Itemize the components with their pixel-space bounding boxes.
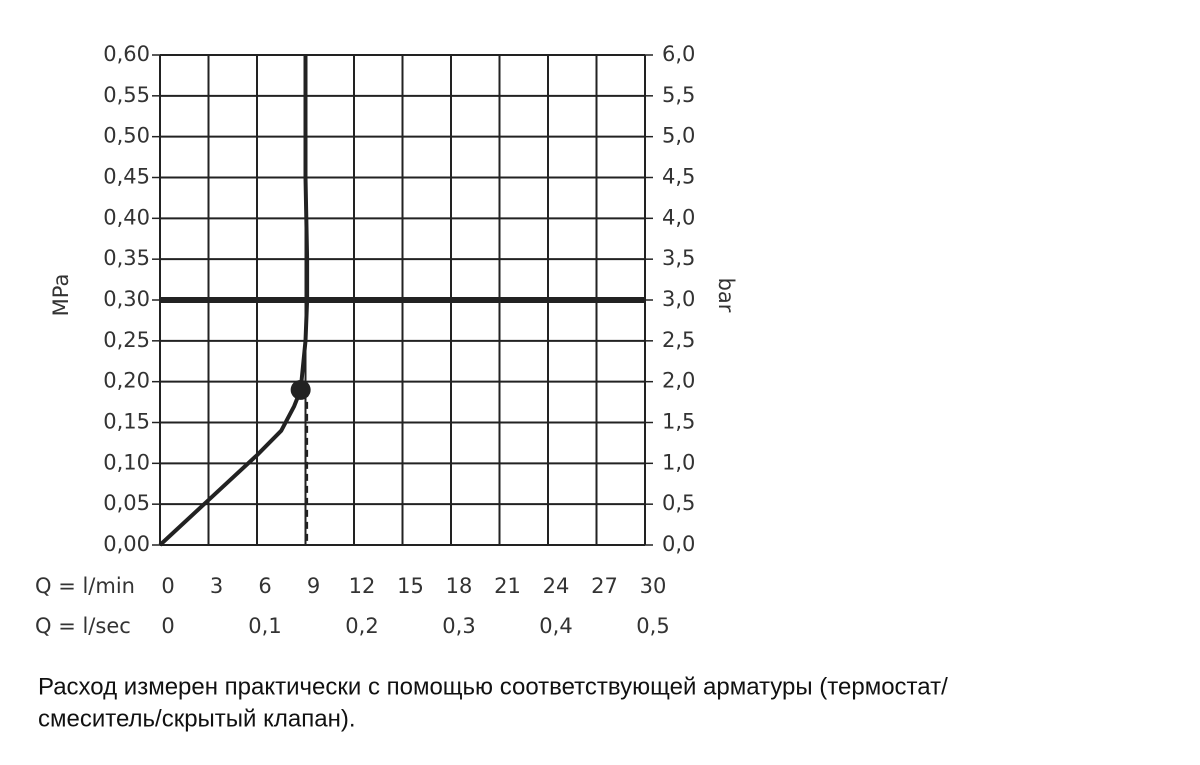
x-tick-label: 30	[640, 574, 667, 598]
y-tick-label: 0,55	[103, 83, 150, 107]
x-tick-label: 15	[397, 574, 424, 598]
x-tick-label: 12	[349, 574, 376, 598]
y2-tick-label: 5,5	[662, 83, 695, 107]
y2-tick-label: 4,0	[662, 205, 695, 229]
x2-tick-label: 0,2	[345, 614, 378, 638]
y-tick-label: 0,05	[103, 491, 150, 515]
y-tick-label: 0,15	[103, 410, 150, 434]
x-tick-label: 6	[258, 574, 271, 598]
y-tick-label: 0,30	[103, 287, 150, 311]
y2-tick-label: 1,5	[662, 410, 695, 434]
x-tick-label: 0	[161, 574, 174, 598]
x-tick-label: 9	[307, 574, 320, 598]
y2-tick-label: 4,5	[662, 165, 695, 189]
x-axis-label: Q = l/min	[35, 574, 135, 598]
y2-tick-label: 0,0	[662, 532, 695, 556]
y-tick-label: 0,00	[103, 532, 150, 556]
y-tick-label: 0,25	[103, 328, 150, 352]
x-tick-label: 18	[446, 574, 473, 598]
x2-tick-label: 0,3	[442, 614, 475, 638]
x-tick-label: 3	[210, 574, 223, 598]
x-tick-label: 21	[494, 574, 521, 598]
x2-tick-label: 0,1	[248, 614, 281, 638]
y2-tick-label: 3,5	[662, 246, 695, 270]
y-tick-label: 0,10	[103, 450, 150, 474]
y-tick-label: 0,60	[103, 42, 150, 66]
caption: смеситель/скрытый клапан).	[38, 705, 356, 732]
y-tick-label: 0,50	[103, 124, 150, 148]
x-tick-label: 24	[543, 574, 570, 598]
x-tick-label: 27	[591, 574, 618, 598]
y2-tick-label: 2,0	[662, 369, 695, 393]
y-tick-label: 0,45	[103, 165, 150, 189]
x2-tick-label: 0,5	[636, 614, 669, 638]
x2-axis-label: Q = l/sec	[35, 614, 131, 638]
x2-tick-label: 0	[161, 614, 174, 638]
y-tick-label: 0,35	[103, 246, 150, 270]
caption: Расход измерен практически с помощью соо…	[38, 673, 948, 700]
y-tick-label: 0,40	[103, 205, 150, 229]
y2-tick-label: 2,5	[662, 328, 695, 352]
x2-tick-label: 0,4	[539, 614, 572, 638]
y2-tick-label: 6,0	[662, 42, 695, 66]
y2-tick-label: 1,0	[662, 450, 695, 474]
y2-tick-label: 0,5	[662, 491, 695, 515]
y2-axis-label: bar	[714, 278, 738, 313]
y-axis-label: MPa	[49, 274, 73, 317]
y-tick-label: 0,20	[103, 369, 150, 393]
y2-tick-label: 5,0	[662, 124, 695, 148]
marker	[290, 379, 311, 400]
y2-tick-label: 3,0	[662, 287, 695, 311]
